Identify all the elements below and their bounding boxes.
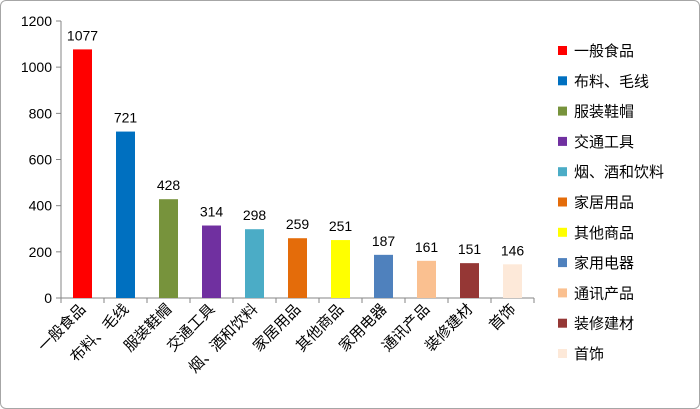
y-tick-label: 1000 bbox=[21, 59, 52, 75]
y-tick-label: 1200 bbox=[21, 13, 52, 29]
legend-entry-label: 装修建材 bbox=[574, 315, 634, 333]
legend-swatch bbox=[558, 167, 567, 177]
bar-series bbox=[73, 49, 522, 298]
legend-entry-label: 烟、酒和饮料 bbox=[574, 163, 664, 181]
legend-entry-label: 首饰 bbox=[574, 345, 604, 363]
bar-value-label: 146 bbox=[501, 242, 525, 258]
bar bbox=[73, 49, 92, 298]
y-tick-label: 200 bbox=[29, 244, 53, 260]
y-tick-label: 400 bbox=[29, 198, 53, 214]
y-tick-label: 600 bbox=[29, 152, 53, 168]
bar bbox=[460, 263, 479, 298]
bar bbox=[245, 229, 264, 298]
bar-value-label: 161 bbox=[415, 239, 439, 255]
legend-entry-label: 服装鞋帽 bbox=[574, 103, 634, 121]
bar bbox=[374, 254, 393, 298]
legend-swatch bbox=[558, 197, 567, 207]
bar-value-label: 314 bbox=[200, 204, 224, 220]
bar-value-label: 187 bbox=[372, 233, 396, 249]
bar-value-label: 721 bbox=[114, 110, 138, 126]
legend-swatch bbox=[558, 106, 567, 116]
x-category-label: 装修建材 bbox=[421, 300, 476, 355]
legend-entry-label: 家居用品 bbox=[574, 194, 634, 212]
bar-value-label: 151 bbox=[458, 241, 482, 257]
bar-value-label: 251 bbox=[329, 218, 353, 234]
legend-entry-label: 其他商品 bbox=[574, 224, 634, 242]
x-category-label: 首饰 bbox=[485, 300, 519, 334]
legend-entry-label: 交通工具 bbox=[574, 133, 634, 151]
x-axis-category-labels: 一般食品布料、毛线服装鞋帽交通工具烟、酒和饮料家居用品其他商品家用电器通讯产品装… bbox=[34, 300, 519, 376]
bar bbox=[202, 225, 221, 298]
y-tick-label: 800 bbox=[29, 105, 53, 121]
bar-value-label: 298 bbox=[243, 207, 267, 223]
legend-swatch bbox=[558, 318, 567, 328]
y-tick-label: 0 bbox=[44, 290, 52, 306]
legend-swatch bbox=[558, 227, 567, 237]
bar bbox=[331, 240, 350, 298]
data-labels: 1077 721 428 314 298 259 251 187 161 151 146 bbox=[67, 27, 524, 258]
legend-entry-label: 一般食品 bbox=[574, 42, 634, 60]
bar bbox=[159, 199, 178, 298]
bar-value-label: 1077 bbox=[67, 27, 98, 43]
legend-entry-label: 通讯产品 bbox=[574, 284, 634, 302]
bar bbox=[503, 264, 522, 298]
legend-swatch bbox=[558, 288, 567, 298]
bar-value-label: 259 bbox=[286, 216, 310, 232]
bar-value-label: 428 bbox=[157, 177, 181, 193]
bar bbox=[288, 238, 307, 298]
legend-swatch bbox=[558, 349, 567, 358]
legend-swatch bbox=[558, 76, 567, 86]
legend-entry-label: 布料、毛线 bbox=[574, 72, 649, 90]
legend-swatch bbox=[558, 136, 567, 146]
legend-swatch bbox=[558, 46, 567, 55]
bar bbox=[116, 131, 135, 298]
bar bbox=[417, 260, 436, 298]
legend-entry-label: 家用电器 bbox=[574, 254, 634, 272]
legend-swatch bbox=[558, 258, 567, 268]
chart-legend: 一般食品布料、毛线服装鞋帽交通工具烟、酒和饮料家居用品其他商品家用电器通讯产品装… bbox=[558, 42, 664, 363]
y-axis-ticks: 0 200 400 600 800 1000 1200 bbox=[21, 13, 61, 306]
